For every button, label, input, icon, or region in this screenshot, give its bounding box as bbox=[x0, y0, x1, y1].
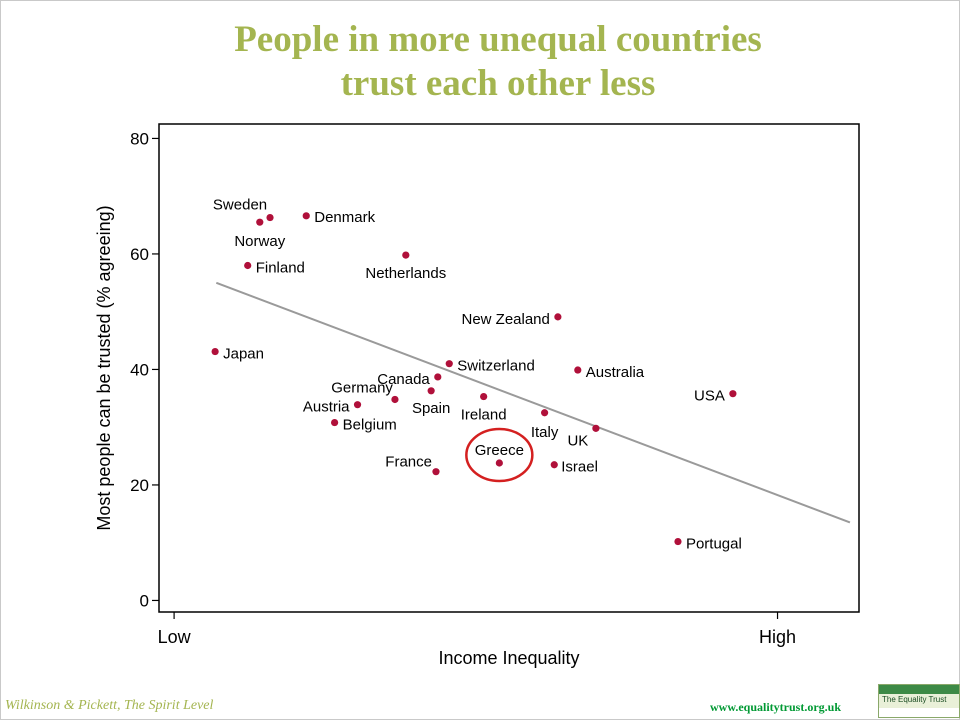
credit-text: Wilkinson & Pickett, The Spirit Level bbox=[5, 698, 214, 713]
y-tick-label: 0 bbox=[140, 591, 149, 610]
point-label-israel: Israel bbox=[561, 459, 598, 476]
point-label-japan: Japan bbox=[223, 346, 264, 363]
point-label-spain: Spain bbox=[412, 400, 450, 417]
point-canada bbox=[434, 373, 442, 381]
website-link[interactable]: www.equalitytrust.org.uk bbox=[710, 700, 842, 714]
y-tick-label: 60 bbox=[130, 245, 149, 264]
point-italy bbox=[541, 409, 549, 417]
point-label-germany: Germany bbox=[331, 379, 393, 396]
point-germany bbox=[391, 395, 399, 404]
point-label-denmark: Denmark bbox=[314, 209, 375, 226]
x-tick-label: Low bbox=[158, 627, 192, 647]
trend-line bbox=[215, 281, 851, 524]
point-label-france: France bbox=[385, 454, 432, 471]
logo-band bbox=[879, 694, 959, 708]
point-label-switzerland: Switzerland bbox=[457, 358, 535, 375]
point-japan bbox=[211, 347, 219, 356]
point-label-ireland: Ireland bbox=[461, 407, 507, 424]
point-switzerland bbox=[445, 360, 453, 368]
point-ireland bbox=[480, 392, 488, 401]
point-label-usa: USA bbox=[694, 388, 725, 405]
plot-area bbox=[158, 123, 860, 613]
point-label-belgium: Belgium bbox=[343, 417, 397, 434]
y-axis-label: Most people can be trusted (% agreeing) bbox=[94, 205, 114, 530]
y-tick-label: 40 bbox=[130, 360, 149, 379]
point-label-finland: Finland bbox=[256, 259, 305, 276]
point-france bbox=[432, 468, 440, 476]
title-line-2: trust each other less bbox=[340, 63, 656, 104]
y-tick-label: 20 bbox=[130, 476, 149, 495]
point-spain bbox=[427, 387, 435, 395]
point-belgium bbox=[331, 418, 339, 427]
point-sweden bbox=[266, 213, 274, 222]
point-greece bbox=[495, 459, 503, 467]
point-norway bbox=[256, 218, 264, 226]
point-finland bbox=[244, 261, 252, 270]
highlight-circle bbox=[465, 427, 534, 483]
logo-bar bbox=[879, 685, 959, 694]
point-label-portugal: Portugal bbox=[686, 536, 742, 553]
point-label-greece: Greece bbox=[475, 442, 524, 459]
slide-title: People in more unequal countries trust e… bbox=[18, 18, 960, 106]
point-label-new-zealand: New Zealand bbox=[461, 311, 549, 328]
point-new-zealand bbox=[554, 313, 562, 321]
point-label-sweden: Sweden bbox=[213, 197, 267, 214]
point-netherlands bbox=[402, 251, 410, 259]
x-axis-label: Income Inequality bbox=[438, 648, 579, 668]
point-usa bbox=[729, 390, 737, 398]
point-label-italy: Italy bbox=[531, 424, 559, 441]
axes: 0 20 40 60 80 Low High bbox=[130, 129, 796, 647]
point-label-uk: UK bbox=[567, 432, 588, 449]
point-australia bbox=[574, 366, 582, 374]
equality-trust-logo: The Equality Trust bbox=[878, 684, 960, 718]
logo-text: The Equality Trust bbox=[882, 695, 947, 704]
point-austria bbox=[353, 401, 362, 409]
point-label-norway: Norway bbox=[234, 233, 285, 250]
point-label-canada: Canada bbox=[377, 371, 430, 388]
point-label-netherlands: Netherlands bbox=[365, 265, 446, 282]
point-label-australia: Australia bbox=[586, 364, 645, 381]
point-denmark bbox=[302, 212, 310, 220]
x-tick-label: High bbox=[759, 627, 796, 647]
data-points: Sweden Denmark Norway Finland Netherlands New… bbox=[211, 197, 742, 553]
point-uk bbox=[592, 424, 600, 432]
point-israel bbox=[550, 461, 558, 469]
point-label-austria: Austria bbox=[303, 399, 350, 416]
title-line-1: People in more unequal countries bbox=[234, 19, 762, 60]
y-tick-label: 80 bbox=[130, 129, 149, 148]
point-portugal bbox=[674, 537, 682, 546]
